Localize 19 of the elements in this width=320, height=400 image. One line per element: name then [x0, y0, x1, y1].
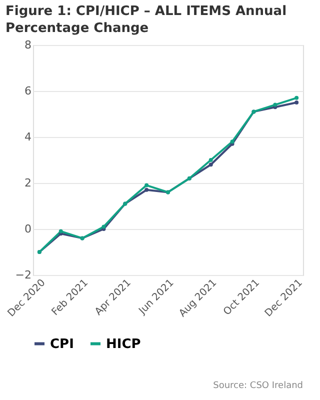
- point: [294, 100, 299, 104]
- chart-title: Figure 1: CPI/HICP – ALL ITEMS Annual Percentage Change: [6, 4, 287, 36]
- y-tick-label: 8: [24, 38, 32, 52]
- point: [58, 229, 63, 234]
- point: [273, 102, 278, 107]
- legend-label: HICP: [106, 336, 141, 352]
- point: [144, 183, 149, 188]
- y-tick-label: 0: [24, 222, 32, 236]
- y-tick-label: 2: [24, 176, 32, 190]
- point: [144, 188, 149, 192]
- point: [294, 96, 299, 100]
- point: [208, 162, 213, 167]
- source-note: Source: CSO Ireland: [213, 381, 303, 391]
- point: [102, 224, 106, 229]
- y-tick-label: 6: [24, 84, 32, 98]
- legend-label: CPI: [50, 336, 74, 352]
- y-tick-label: 4: [24, 130, 32, 144]
- point: [208, 158, 213, 162]
- y-tick-label: −2: [15, 268, 32, 282]
